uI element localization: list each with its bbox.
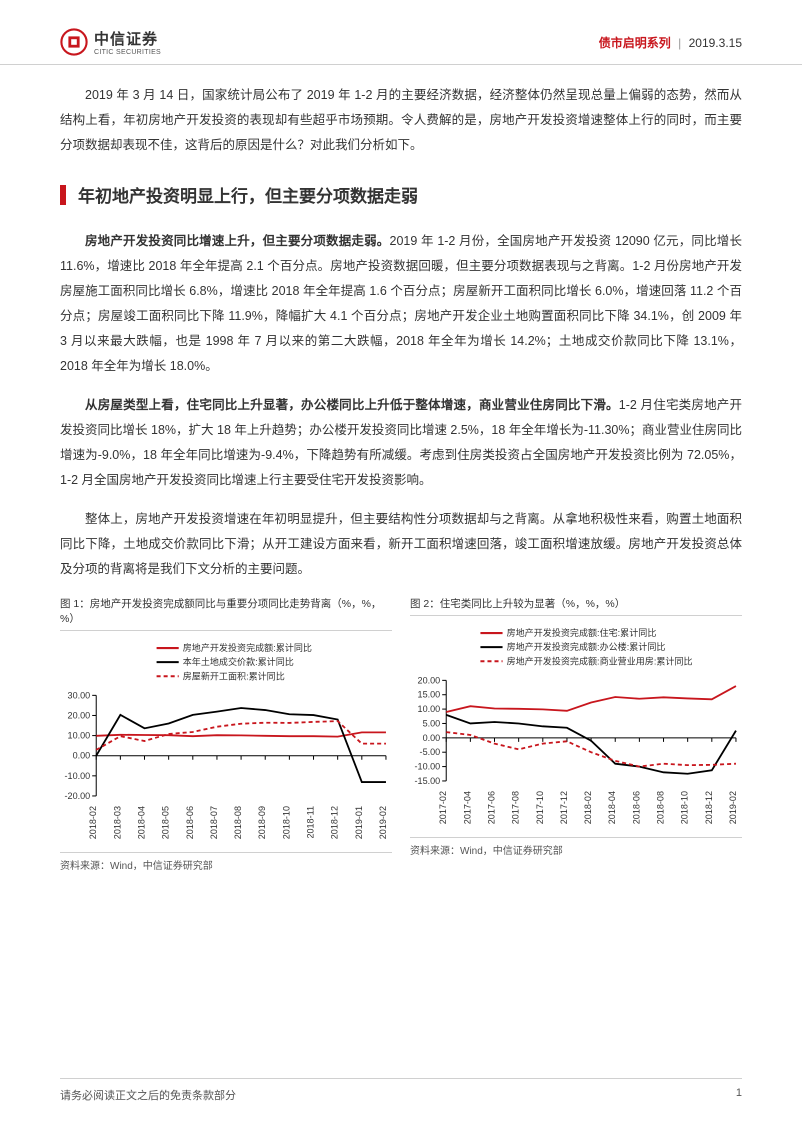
svg-text:2017-02: 2017-02 — [438, 791, 448, 824]
svg-text:-5.00: -5.00 — [420, 747, 441, 757]
svg-text:2017-06: 2017-06 — [487, 791, 497, 824]
svg-text:2018-02: 2018-02 — [583, 791, 593, 824]
svg-text:-20.00: -20.00 — [65, 791, 91, 801]
chart-1: 房地产开发投资完成额:累计同比本年土地成交价款:累计同比房屋新开工面积:累计同比… — [60, 637, 392, 848]
heading-red-bar — [60, 185, 66, 205]
svg-text:房地产开发投资完成额:住宅:累计同比: 房地产开发投资完成额:住宅:累计同比 — [507, 627, 657, 638]
svg-text:本年土地成交价款:累计同比: 本年土地成交价款:累计同比 — [183, 656, 294, 667]
svg-text:2018-08: 2018-08 — [656, 791, 666, 824]
header-date: 2019.3.15 — [689, 36, 742, 50]
paragraph-3: 整体上，房地产开发投资增速在年初明显提升，但主要结构性分项数据却与之背离。从拿地… — [60, 507, 742, 582]
svg-text:2018-03: 2018-03 — [112, 806, 122, 839]
paragraph-2-lead: 从房屋类型上看，住宅同比上升显著，办公楼同比上升低于整体增速，商业营业住房同比下… — [85, 398, 619, 412]
header-right: 债市启明系列 | 2019.3.15 — [599, 34, 742, 51]
svg-text:2018-07: 2018-07 — [209, 806, 219, 839]
header-sep: | — [678, 36, 681, 50]
page-header: 中信证券 CITIC SECURITIES 债市启明系列 | 2019.3.15 — [0, 0, 802, 65]
svg-text:0.00: 0.00 — [73, 751, 91, 761]
svg-text:-10.00: -10.00 — [65, 771, 91, 781]
logo-text-cn: 中信证券 — [94, 28, 161, 49]
svg-text:2018-11: 2018-11 — [306, 806, 316, 839]
svg-text:房地产开发投资完成额:累计同比: 房地产开发投资完成额:累计同比 — [183, 642, 312, 653]
content-body: 2019 年 3 月 14 日，国家统计局公布了 2019 年 1-2 月的主要… — [0, 65, 802, 872]
svg-text:0.00: 0.00 — [423, 733, 441, 743]
svg-text:2018-04: 2018-04 — [607, 791, 617, 824]
chart-2: 房地产开发投资完成额:住宅:累计同比房地产开发投资完成额:办公楼:累计同比房地产… — [410, 622, 742, 833]
chart-2-col: 图 2：住宅类同比上升较为显著（%，%，%） 房地产开发投资完成额:住宅:累计同… — [410, 596, 742, 872]
footer-disclaimer: 请务必阅读正文之后的免责条款部分 — [60, 1087, 236, 1103]
svg-text:2017-08: 2017-08 — [511, 791, 521, 824]
svg-text:30.00: 30.00 — [68, 690, 91, 700]
logo-text-en: CITIC SECURITIES — [94, 49, 161, 56]
svg-text:2018-06: 2018-06 — [185, 806, 195, 839]
chart-1-title: 图 1：房地产开发投资完成额同比与重要分项同比走势背离（%，%，%） — [60, 596, 392, 631]
footer-page: 1 — [736, 1087, 742, 1103]
svg-text:2017-04: 2017-04 — [462, 791, 472, 824]
svg-text:20.00: 20.00 — [418, 675, 441, 685]
brand-logo: 中信证券 CITIC SECURITIES — [60, 28, 161, 56]
svg-text:5.00: 5.00 — [423, 718, 441, 728]
header-series: 债市启明系列 — [599, 36, 671, 50]
svg-text:2018-05: 2018-05 — [161, 806, 171, 839]
svg-text:2018-12: 2018-12 — [704, 791, 714, 824]
svg-text:2018-10: 2018-10 — [281, 806, 291, 839]
svg-text:2018-10: 2018-10 — [680, 791, 690, 824]
svg-text:-10.00: -10.00 — [415, 762, 441, 772]
svg-text:15.00: 15.00 — [418, 690, 441, 700]
svg-text:2018-02: 2018-02 — [88, 806, 98, 839]
svg-text:2018-12: 2018-12 — [330, 806, 340, 839]
chart-2-title: 图 2：住宅类同比上升较为显著（%，%，%） — [410, 596, 742, 616]
svg-text:10.00: 10.00 — [68, 731, 91, 741]
citic-logo-icon — [60, 28, 88, 56]
svg-text:2018-09: 2018-09 — [257, 806, 267, 839]
svg-text:-15.00: -15.00 — [415, 776, 441, 786]
paragraph-2: 从房屋类型上看，住宅同比上升显著，办公楼同比上升低于整体增速，商业营业住房同比下… — [60, 393, 742, 493]
svg-text:房地产开发投资完成额:商业营业用房:累计同比: 房地产开发投资完成额:商业营业用房:累计同比 — [507, 655, 693, 666]
page-footer: 请务必阅读正文之后的免责条款部分 1 — [60, 1078, 742, 1103]
svg-text:2018-04: 2018-04 — [137, 806, 147, 839]
svg-text:房屋新开工面积:累计同比: 房屋新开工面积:累计同比 — [183, 670, 285, 681]
chart-2-source: 资料来源：Wind，中信证券研究部 — [410, 837, 742, 857]
svg-text:10.00: 10.00 — [418, 704, 441, 714]
paragraph-1: 房地产开发投资同比增速上升，但主要分项数据走弱。2019 年 1-2 月份，全国… — [60, 229, 742, 379]
chart-1-col: 图 1：房地产开发投资完成额同比与重要分项同比走势背离（%，%，%） 房地产开发… — [60, 596, 392, 872]
svg-text:2017-10: 2017-10 — [535, 791, 545, 824]
svg-text:2019-02: 2019-02 — [378, 806, 388, 839]
chart-1-source: 资料来源：Wind，中信证券研究部 — [60, 852, 392, 872]
section-heading: 年初地产投资明显上行，但主要分项数据走弱 — [60, 182, 742, 207]
svg-text:2019-02: 2019-02 — [728, 791, 738, 824]
section-heading-text: 年初地产投资明显上行，但主要分项数据走弱 — [78, 182, 418, 207]
svg-text:2018-06: 2018-06 — [631, 791, 641, 824]
intro-paragraph: 2019 年 3 月 14 日，国家统计局公布了 2019 年 1-2 月的主要… — [60, 83, 742, 158]
svg-text:20.00: 20.00 — [68, 710, 91, 720]
svg-text:2017-12: 2017-12 — [559, 791, 569, 824]
charts-row: 图 1：房地产开发投资完成额同比与重要分项同比走势背离（%，%，%） 房地产开发… — [60, 596, 742, 872]
paragraph-1-lead: 房地产开发投资同比增速上升，但主要分项数据走弱。 — [85, 234, 390, 248]
paragraph-1-body: 2019 年 1-2 月份，全国房地产开发投资 12090 亿元，同比增长 11… — [60, 234, 742, 373]
svg-text:房地产开发投资完成额:办公楼:累计同比: 房地产开发投资完成额:办公楼:累计同比 — [507, 641, 666, 652]
svg-text:2019-01: 2019-01 — [354, 806, 364, 839]
svg-text:2018-08: 2018-08 — [233, 806, 243, 839]
